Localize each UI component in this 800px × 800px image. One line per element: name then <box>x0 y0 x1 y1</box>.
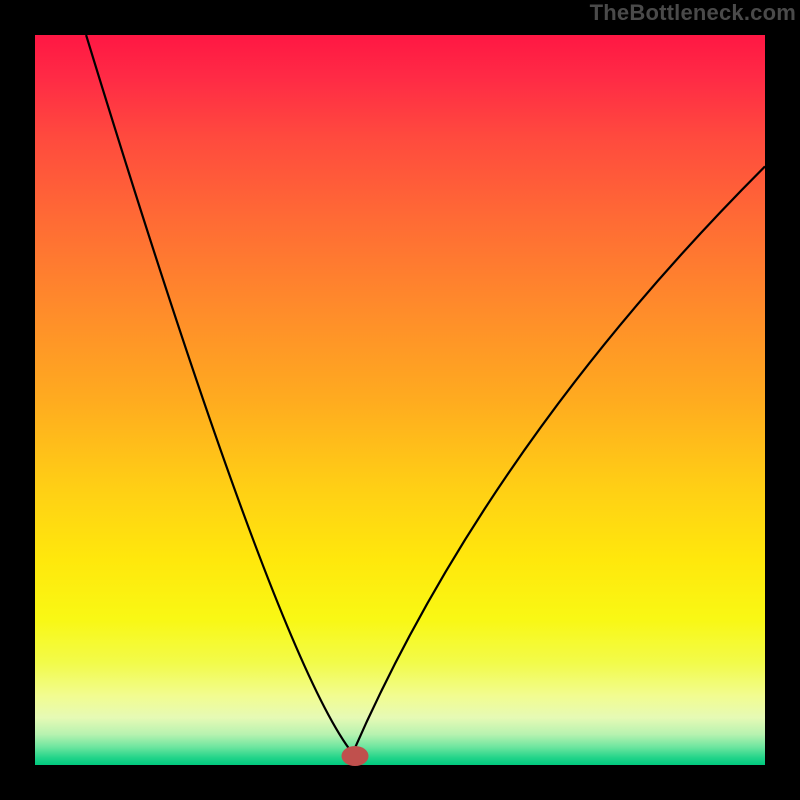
v-curve <box>35 35 765 765</box>
plot-area <box>35 35 765 765</box>
minimum-marker <box>341 746 368 766</box>
chart-frame: TheBottleneck.com <box>0 0 800 800</box>
watermark-text: TheBottleneck.com <box>590 0 796 26</box>
